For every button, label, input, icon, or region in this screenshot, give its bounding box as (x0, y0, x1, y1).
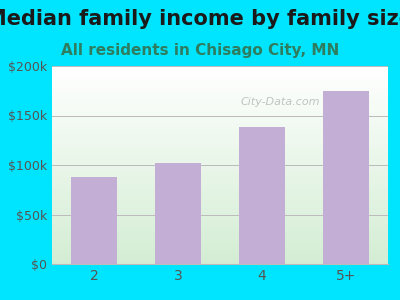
Text: All residents in Chisago City, MN: All residents in Chisago City, MN (61, 44, 339, 59)
Text: Median family income by family size: Median family income by family size (0, 9, 400, 29)
Bar (239, 128, 285, 264)
Bar (323, 91, 369, 264)
Bar (71, 177, 117, 264)
Text: City-Data.com: City-Data.com (241, 97, 320, 106)
Bar (155, 163, 201, 264)
